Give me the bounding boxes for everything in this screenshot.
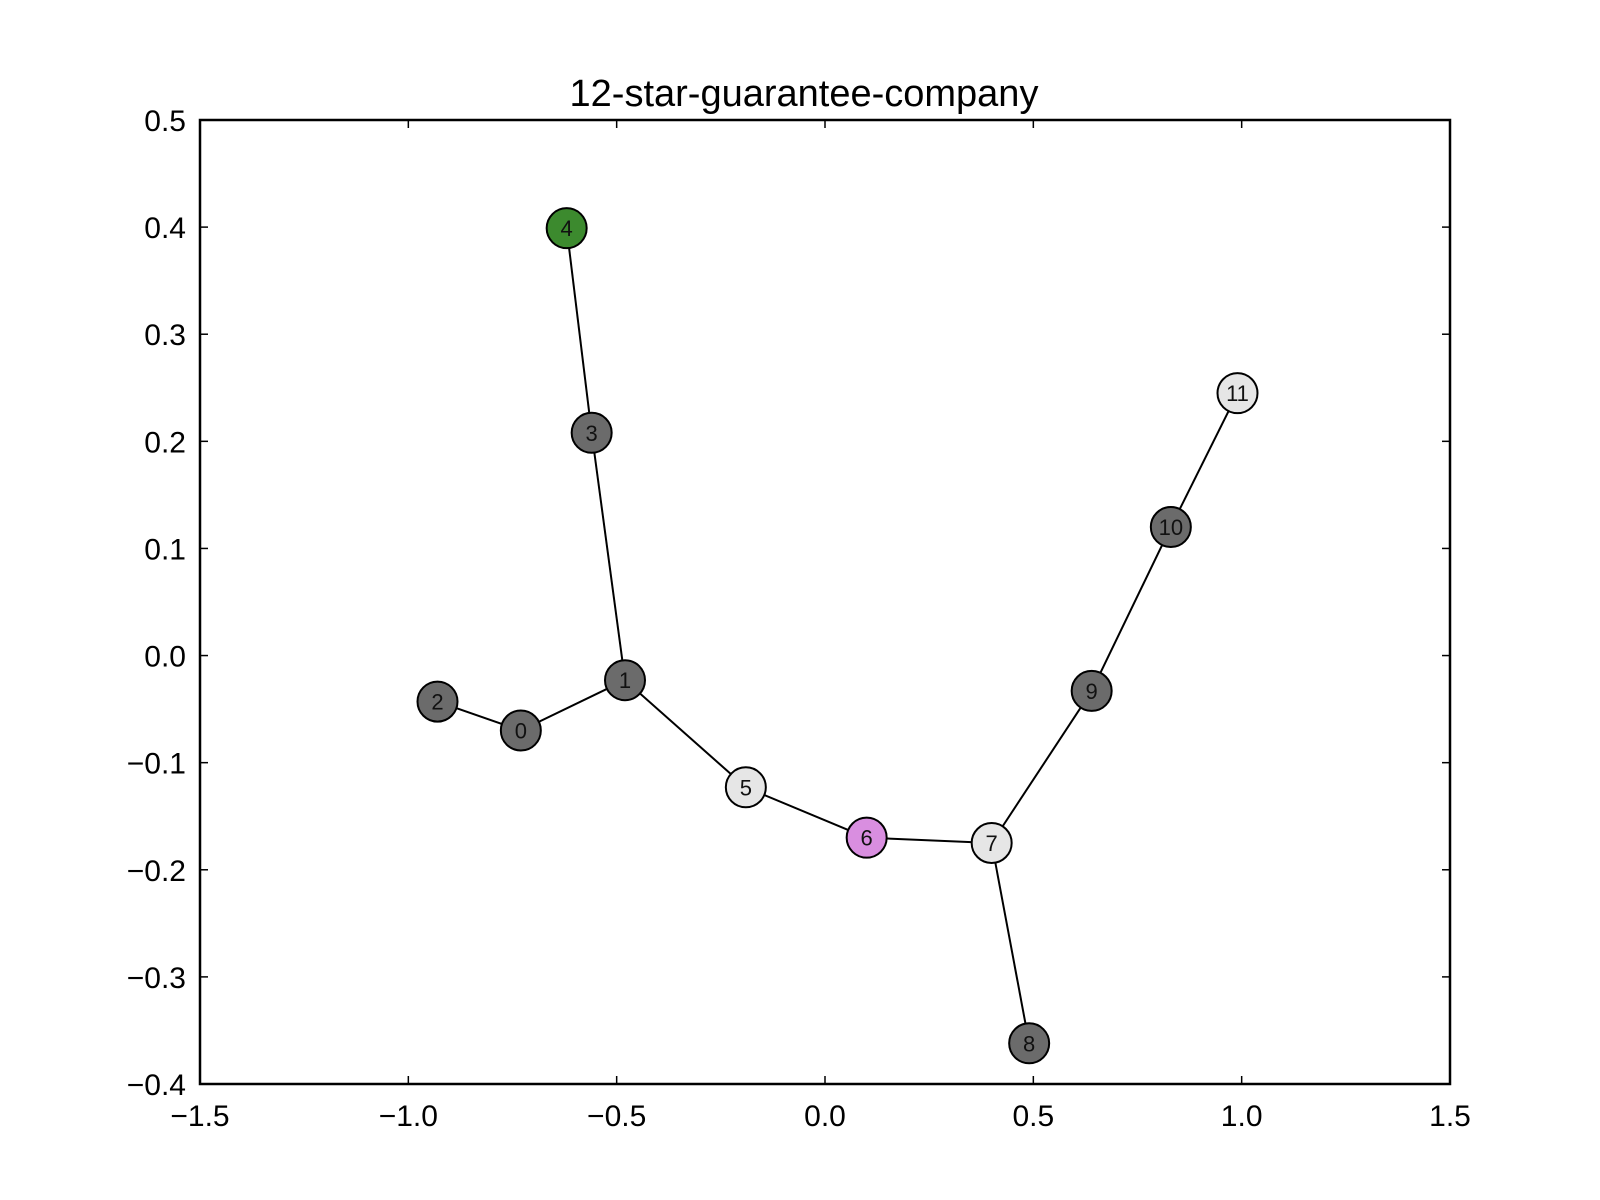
node-0: 0 (499, 709, 542, 752)
node-4: 4 (545, 207, 588, 250)
ticks-layer: −1.5 −1.0 −0.5 0.0 0.5 1.0 1.5 −0.4 −0.3 −0.2 −0.1… (127, 105, 1471, 1133)
node-label-7: 7 (986, 831, 998, 856)
chart-title: 12-star-guarantee-company (570, 73, 1039, 115)
node-10: 10 (1149, 506, 1192, 549)
node-circle-11 (1216, 372, 1259, 415)
x-tick-label: −0.5 (587, 1100, 646, 1133)
node-6: 6 (845, 816, 888, 859)
y-tick-label: −0.4 (127, 1069, 186, 1102)
node-circle-2 (416, 680, 459, 723)
y-tick-label: 0.4 (144, 212, 186, 245)
nodes-layer: 0 1 2 3 4 5 6 7 8 9 10 11 (416, 207, 1259, 1065)
node-9: 9 (1070, 669, 1113, 712)
node-circle-1 (604, 659, 646, 702)
edge-1-5 (624, 679, 747, 789)
y-tick-label: 0.3 (144, 319, 186, 352)
node-label-8: 8 (1023, 1031, 1035, 1056)
node-circle-4 (545, 207, 588, 250)
node-8: 8 (1008, 1022, 1051, 1065)
node-circle-7 (970, 822, 1013, 864)
y-tick-label: 0.1 (144, 533, 186, 566)
edge-9-10 (1090, 526, 1172, 692)
x-tick-label: −1.5 (170, 1100, 229, 1133)
node-circle-10 (1149, 506, 1192, 549)
x-tick-label: 1.5 (1429, 1100, 1471, 1133)
x-tick-label: −1.0 (379, 1100, 438, 1133)
edges-layer (437, 228, 1239, 1044)
node-label-9: 9 (1086, 679, 1098, 704)
edge-7-8 (990, 842, 1031, 1044)
node-circle-3 (570, 411, 613, 454)
node-label-0: 0 (515, 719, 527, 744)
y-tick-label: 0.5 (144, 105, 186, 138)
y-tick-label: −0.2 (127, 855, 186, 888)
node-label-1: 1 (619, 668, 631, 693)
node-7: 7 (970, 822, 1013, 864)
x-tick-label: 0.0 (804, 1100, 846, 1133)
node-1: 1 (604, 659, 646, 702)
x-tick-label: 0.5 (1012, 1100, 1054, 1133)
y-tick-label: 0.2 (144, 426, 186, 459)
edge-1-3 (590, 432, 626, 681)
node-label-11: 11 (1226, 381, 1249, 406)
node-circle-6 (845, 816, 888, 859)
y-tick-label: 0.0 (144, 641, 186, 674)
plot-frame (198, 118, 1452, 1086)
node-label-3: 3 (586, 421, 598, 446)
node-circle-9 (1070, 669, 1113, 712)
node-circle-0 (499, 709, 542, 752)
edge-3-4 (565, 228, 593, 433)
node-circle-5 (724, 766, 767, 809)
edge-5-6 (745, 786, 868, 839)
node-2: 2 (416, 680, 459, 723)
node-label-10: 10 (1159, 515, 1183, 540)
node-5: 5 (724, 766, 767, 809)
y-tick-label: −0.3 (127, 962, 186, 995)
node-label-6: 6 (861, 826, 873, 851)
y-tick-label: −0.1 (127, 748, 186, 781)
node-3: 3 (570, 411, 613, 454)
node-label-4: 4 (561, 216, 573, 241)
node-label-2: 2 (431, 690, 443, 715)
edge-7-9 (990, 690, 1093, 844)
node-11: 11 (1216, 372, 1259, 415)
edge-10-11 (1169, 392, 1239, 528)
node-circle-8 (1008, 1022, 1051, 1065)
node-label-5: 5 (740, 775, 752, 800)
x-tick-label: 1.0 (1221, 1100, 1263, 1133)
